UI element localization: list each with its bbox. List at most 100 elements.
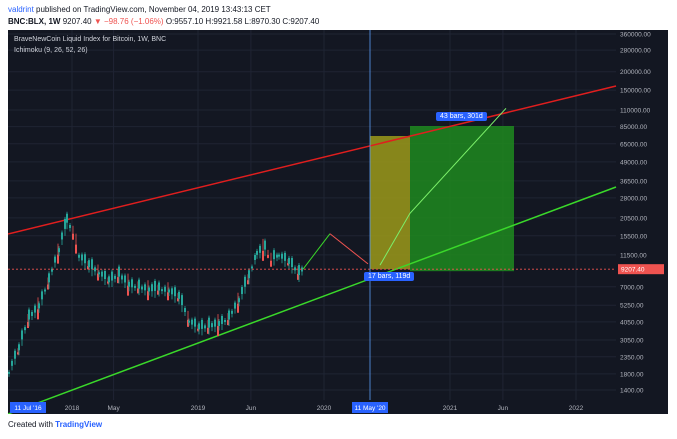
candle-body (281, 253, 283, 259)
candle-body (188, 320, 190, 323)
candle-body (214, 319, 216, 327)
symbol-label: BNC:BLX, 1W (8, 17, 61, 26)
candle-body (244, 276, 246, 287)
candle-body (167, 292, 169, 301)
candle-body (262, 250, 264, 261)
candle-body (297, 273, 299, 280)
candle-body (108, 276, 110, 283)
tradingview-logo[interactable]: TradingView (55, 420, 103, 429)
candle-body (158, 282, 160, 291)
candle-body (28, 309, 30, 320)
candle-body (57, 254, 59, 264)
candle-body (38, 303, 40, 309)
price-tick-label: 1800.00 (620, 371, 644, 378)
created-with-text: Created with (8, 420, 53, 429)
candle-body (88, 260, 90, 268)
projection-arrow-down (329, 233, 369, 265)
time-tick-label: 2020 (317, 405, 332, 412)
time-tick-label: Jun (498, 405, 509, 412)
candle-body (181, 295, 183, 306)
candle-body (58, 248, 60, 253)
candle-body (178, 291, 180, 299)
candle-body (154, 280, 156, 291)
price-tick-label: 2350.00 (620, 354, 644, 361)
candle-body (224, 320, 226, 323)
time-tick-label: 2018 (65, 405, 80, 412)
candle-body (187, 319, 189, 327)
candle-body (41, 291, 43, 300)
price-tick-label: 36500.00 (620, 178, 647, 185)
candle-body (31, 311, 33, 316)
price-tick-label: 3050.00 (620, 338, 644, 345)
projection-box-green (410, 126, 514, 272)
projection-arrow-up (302, 233, 331, 270)
price-tick-label: 65000.00 (620, 141, 647, 148)
candle-body (291, 258, 293, 268)
start-date-label-bg (10, 402, 46, 413)
candle-body (66, 213, 68, 223)
chart-legend: BraveNewCoin Liquid Index for Bitcoin, 1… (14, 34, 166, 56)
candle-body (168, 289, 170, 293)
candle-body (44, 289, 46, 292)
candle-body (204, 325, 206, 329)
candle-body (201, 319, 203, 329)
candle-body (273, 250, 275, 260)
cursor-date-label-bg (352, 402, 388, 413)
candle-body (114, 275, 116, 279)
candle-body (161, 289, 163, 292)
candle-body (24, 327, 26, 331)
candle-body (78, 254, 80, 258)
candle-body (198, 323, 200, 330)
price-tick-label: 200000.00 (620, 69, 651, 76)
candle-body (47, 284, 49, 290)
candle-body (84, 254, 86, 264)
series-title: BraveNewCoin Liquid Index for Bitcoin, 1… (14, 36, 167, 43)
projection-path (379, 107, 507, 266)
price-tick-label: 28000.00 (620, 195, 647, 202)
candle-body (54, 256, 56, 263)
candle-body (217, 326, 219, 337)
candle-body (298, 265, 300, 276)
candle-body (288, 257, 290, 264)
candle-body (91, 259, 93, 270)
price-tick-label: 85000.00 (620, 124, 647, 131)
candle-body (251, 266, 253, 269)
price-tick-label: 280000.00 (620, 48, 651, 55)
candle-body (107, 281, 109, 284)
candle-body (98, 272, 100, 275)
last-price: 9207.40 (62, 17, 92, 26)
candle-body (144, 284, 146, 291)
chart-canvas[interactable]: 360000.00 280000.00 200000.00 150000.00 1100… (8, 30, 668, 414)
author-link[interactable]: valdrint (8, 5, 34, 14)
candle-body (141, 286, 143, 290)
candle-body (237, 303, 239, 313)
price-tick-label: 110000.00 (620, 108, 651, 115)
resistance-trendline (8, 85, 617, 235)
candle-body (284, 252, 286, 261)
candle-body (151, 284, 153, 292)
candle-body (228, 310, 230, 320)
candle-body (75, 244, 77, 254)
price-axis[interactable]: 360000.00 280000.00 200000.00 150000.00 1100… (620, 32, 651, 395)
start-date-label: 11 Jul '16 (14, 405, 42, 412)
candle-body (134, 285, 136, 288)
indicator-label[interactable]: Ichimoku (9, 26, 52, 26) (14, 47, 88, 54)
cursor-date-label: 11 May '20 (354, 405, 385, 412)
candle-body (118, 266, 120, 277)
candle-body (211, 323, 213, 328)
candle-body (171, 288, 173, 295)
candle-body (254, 254, 256, 260)
candle-body (259, 245, 261, 253)
price-tick-label: 150000.00 (620, 88, 651, 95)
candle-body (184, 308, 186, 313)
candle-body (276, 254, 278, 258)
candle-body (194, 318, 196, 327)
candle-body (117, 277, 119, 284)
candle-body (64, 218, 66, 229)
candle-body (191, 319, 193, 325)
candle-body (14, 350, 16, 359)
price-chart[interactable]: 360000.00 280000.00 200000.00 150000.00 1100… (8, 30, 668, 414)
candle-body (174, 287, 176, 297)
price-tick-label: 20500.00 (620, 215, 647, 222)
candle-body (221, 315, 223, 324)
